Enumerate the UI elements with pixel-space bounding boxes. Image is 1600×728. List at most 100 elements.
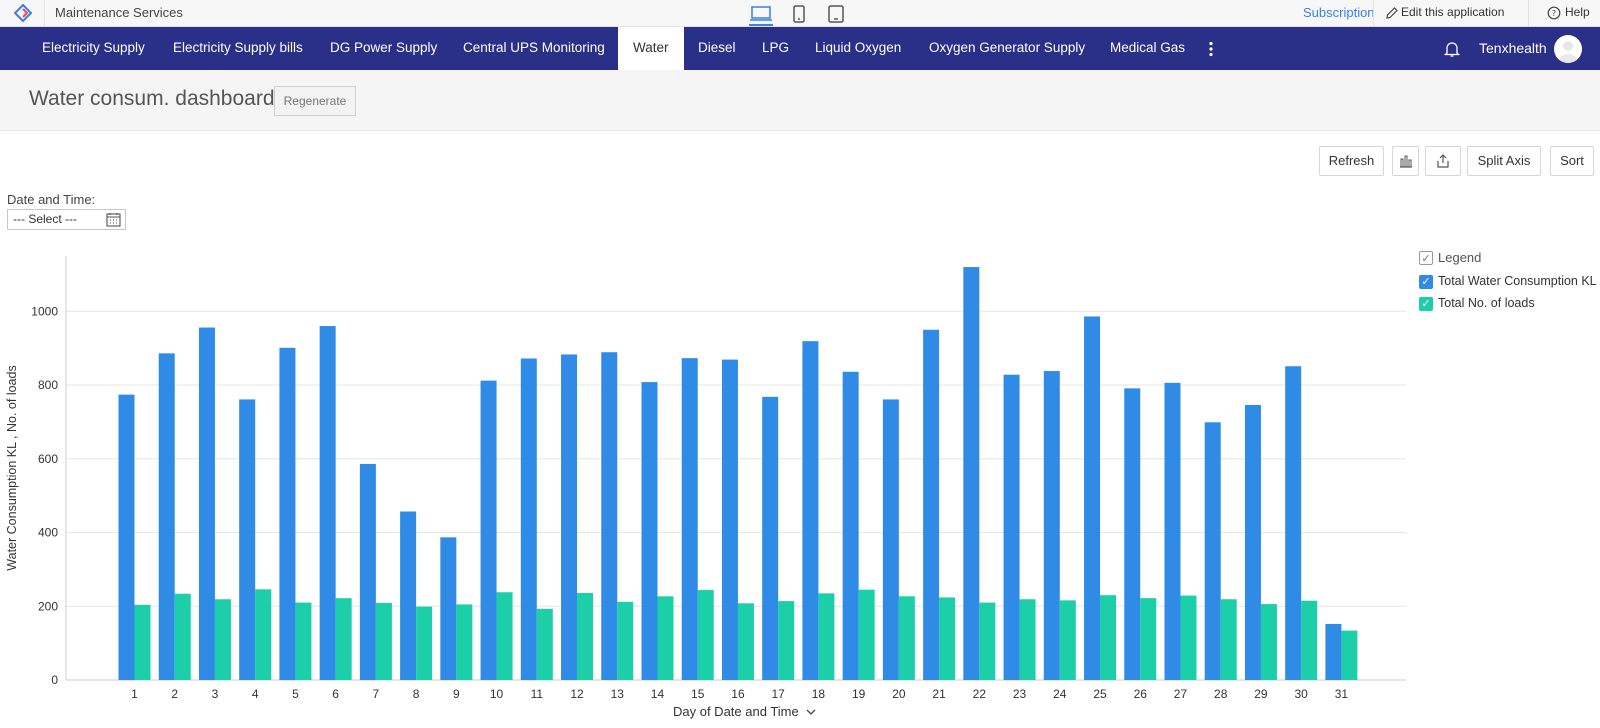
bar-no-of-loads	[979, 602, 996, 680]
bar-water-consumption	[882, 399, 899, 680]
app-title: Maintenance Services	[55, 5, 183, 20]
date-select-value: --- Select ---	[13, 212, 77, 226]
calendar-icon[interactable]	[106, 212, 121, 227]
bar-no-of-loads	[375, 602, 392, 680]
regenerate-button[interactable]: Regenerate	[274, 86, 356, 116]
export-button[interactable]	[1425, 146, 1461, 176]
bar-water-consumption	[681, 358, 698, 680]
bar-chart-icon	[1399, 155, 1412, 168]
tab-water[interactable]: Water	[618, 27, 684, 70]
refresh-button[interactable]: Refresh	[1319, 146, 1384, 176]
topbar-divider	[1373, 0, 1374, 27]
y-axis-title: Water Consumption KL , No. of loads	[5, 365, 19, 571]
bar-no-of-loads	[1260, 604, 1277, 680]
x-tick-label: 27	[1174, 687, 1188, 700]
bar-water-consumption	[520, 358, 537, 680]
bar-no-of-loads	[1059, 600, 1076, 680]
split-axis-button[interactable]: Split Axis	[1467, 146, 1541, 176]
help-link[interactable]: Help	[1565, 5, 1590, 19]
date-select[interactable]: --- Select ---	[7, 209, 126, 230]
x-axis-title[interactable]: Day of Date and Time	[673, 704, 816, 719]
help-icon: ?	[1547, 6, 1561, 20]
mobile-view-icon[interactable]	[791, 4, 807, 24]
edit-application-link[interactable]: Edit this application	[1401, 5, 1505, 19]
x-tick-label: 12	[570, 687, 584, 700]
x-tick-label: 23	[1013, 687, 1027, 700]
bar-water-consumption	[158, 353, 175, 680]
bar-no-of-loads	[174, 593, 191, 680]
bar-no-of-loads	[778, 601, 795, 680]
bar-water-consumption	[319, 326, 336, 680]
y-tick-label: 1000	[31, 304, 58, 318]
bar-water-consumption	[963, 267, 980, 680]
bar-no-of-loads	[496, 592, 513, 680]
x-tick-label: 26	[1134, 687, 1148, 700]
x-tick-label: 19	[852, 687, 866, 700]
tab-central-ups-monitoring[interactable]: Central UPS Monitoring	[463, 40, 605, 55]
bell-icon[interactable]	[1444, 40, 1460, 58]
bar-water-consumption	[641, 382, 658, 680]
bar-water-consumption	[1084, 316, 1101, 680]
x-tick-label: 3	[212, 687, 219, 700]
bar-water-consumption	[440, 537, 457, 680]
tab-electricity-supply-bills[interactable]: Electricity Supply bills	[173, 40, 303, 55]
tab-liquid-oxygen[interactable]: Liquid Oxygen	[815, 40, 902, 55]
tablet-view-icon[interactable]	[827, 4, 845, 24]
bar-water-consumption	[1325, 623, 1342, 680]
legend-checkbox-loads[interactable]: ✓	[1419, 297, 1433, 311]
legend-checkbox-water[interactable]: ✓	[1419, 275, 1433, 289]
tab-oxygen-generator-supply[interactable]: Oxygen Generator Supply	[929, 40, 1086, 55]
bar-water-consumption	[359, 463, 376, 680]
pencil-icon	[1386, 7, 1398, 19]
tab-dg-power-supply[interactable]: DG Power Supply	[330, 40, 438, 55]
bar-no-of-loads	[657, 596, 674, 680]
tab-lpg[interactable]: LPG	[762, 40, 790, 55]
bar-no-of-loads	[1100, 595, 1117, 680]
subscription-link[interactable]: Subscription	[1303, 5, 1375, 20]
x-tick-label: 8	[413, 687, 420, 700]
tab-electricity-supply[interactable]: Electricity Supply	[42, 40, 145, 55]
x-tick-label: 22	[973, 687, 987, 700]
x-tick-label: 15	[691, 687, 705, 700]
bar-water-consumption	[842, 371, 859, 680]
y-tick-label: 400	[38, 526, 58, 540]
bar-no-of-loads	[617, 601, 634, 680]
svg-text:?: ?	[1552, 9, 1556, 18]
legend-toggle-checkbox[interactable]: ✓	[1419, 251, 1433, 265]
bar-water-consumption	[561, 354, 578, 680]
bar-no-of-loads	[939, 597, 956, 680]
legend-label-water: Total Water Consumption KL	[1438, 274, 1597, 288]
legend-title: Legend	[1438, 250, 1482, 265]
tab-diesel[interactable]: Diesel	[698, 40, 736, 55]
x-tick-label: 16	[731, 687, 745, 700]
tab-medical-gas[interactable]: Medical Gas	[1110, 40, 1186, 55]
sort-button[interactable]: Sort	[1550, 146, 1594, 176]
bar-no-of-loads	[818, 593, 835, 680]
bar-water-consumption	[480, 380, 497, 680]
bar-water-consumption	[1164, 382, 1181, 680]
y-tick-label: 200	[38, 599, 58, 613]
bar-water-consumption	[762, 396, 779, 680]
bar-water-consumption	[1285, 366, 1302, 680]
y-tick-label: 0	[51, 673, 58, 687]
bar-water-consumption	[923, 329, 940, 680]
bar-no-of-loads	[1220, 599, 1237, 680]
bar-water-consumption	[1043, 371, 1060, 680]
user-avatar-icon	[1558, 41, 1578, 63]
avatar[interactable]	[1554, 35, 1582, 63]
laptop-view-icon[interactable]	[749, 4, 773, 26]
more-vertical-icon[interactable]	[1208, 41, 1214, 57]
bar-no-of-loads	[1019, 599, 1036, 680]
bar-no-of-loads	[737, 603, 754, 680]
top-bar: Maintenance Services Subscription Edit t…	[0, 0, 1600, 27]
user-name[interactable]: Tenxhealth	[1479, 40, 1547, 56]
x-tick-label: 1	[131, 687, 138, 700]
chart-type-button[interactable]	[1392, 146, 1419, 176]
bar-water-consumption	[1204, 422, 1221, 680]
app-logo-icon[interactable]	[14, 4, 32, 22]
x-tick-label: 21	[932, 687, 946, 700]
bar-no-of-loads	[134, 604, 151, 680]
bar-no-of-loads	[1140, 598, 1157, 680]
bar-water-consumption	[802, 341, 819, 680]
